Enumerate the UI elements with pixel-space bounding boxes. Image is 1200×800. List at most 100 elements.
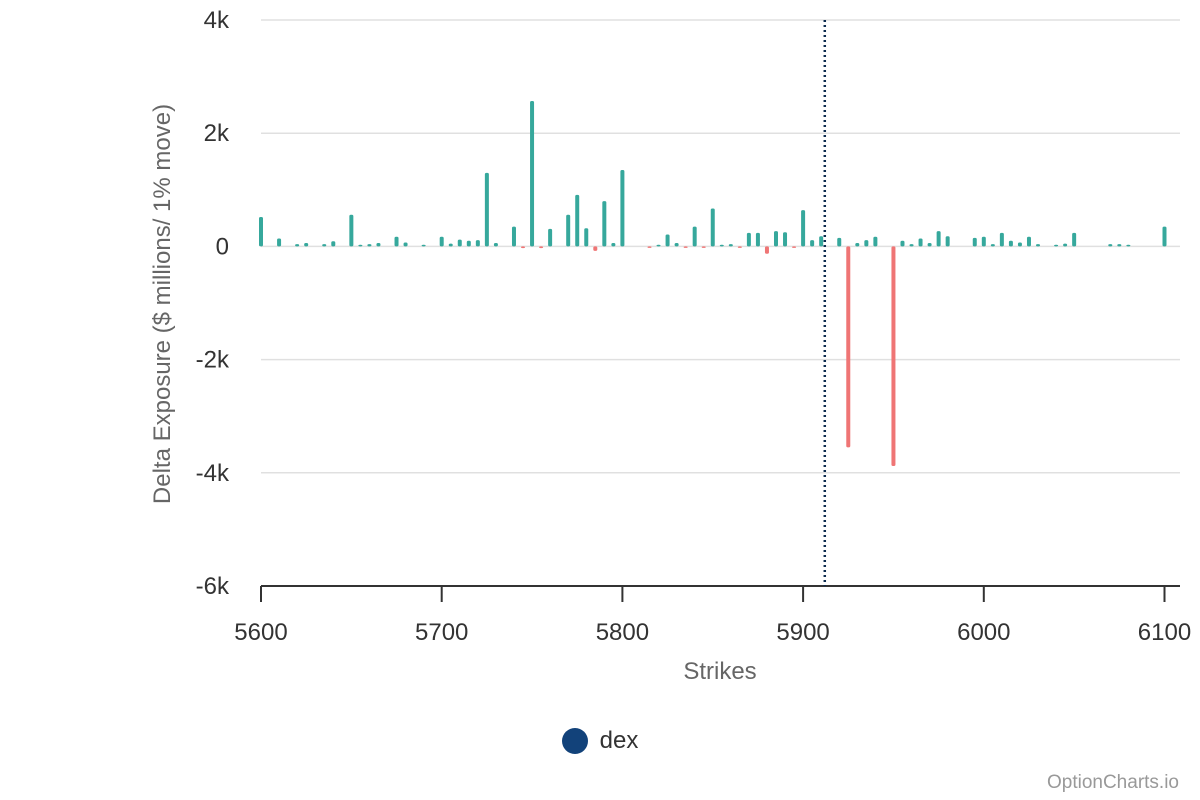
bar[interactable] bbox=[792, 246, 797, 248]
y-axis-labels: 4k 2k 0 -2k -4k -6k bbox=[196, 7, 230, 600]
bar[interactable] bbox=[1026, 236, 1031, 247]
bar[interactable] bbox=[566, 214, 571, 247]
bar[interactable] bbox=[683, 246, 688, 248]
bar[interactable] bbox=[259, 216, 263, 247]
bar[interactable] bbox=[611, 243, 616, 247]
bar[interactable] bbox=[511, 226, 516, 247]
bar[interactable] bbox=[819, 236, 824, 247]
bar[interactable] bbox=[593, 246, 598, 251]
bar[interactable] bbox=[674, 243, 679, 247]
x-tick-label: 5700 bbox=[415, 619, 468, 646]
x-tick-label: 6000 bbox=[957, 619, 1010, 646]
bar[interactable] bbox=[457, 239, 462, 247]
bar[interactable] bbox=[746, 232, 751, 247]
y-tick-label: 2k bbox=[204, 120, 230, 147]
bar[interactable] bbox=[1126, 244, 1131, 247]
bar[interactable] bbox=[701, 246, 706, 248]
bar[interactable] bbox=[358, 244, 363, 247]
credits-text[interactable]: OptionCharts.io bbox=[1046, 772, 1179, 793]
bar[interactable] bbox=[864, 240, 869, 247]
bar[interactable] bbox=[710, 208, 715, 247]
bar[interactable] bbox=[484, 172, 489, 247]
bar[interactable] bbox=[1017, 242, 1022, 247]
bar[interactable] bbox=[1108, 244, 1113, 247]
bar[interactable] bbox=[1054, 244, 1059, 247]
bar[interactable] bbox=[448, 243, 453, 247]
bar[interactable] bbox=[304, 243, 309, 247]
bar[interactable] bbox=[647, 246, 652, 248]
bar[interactable] bbox=[1063, 243, 1068, 247]
bar[interactable] bbox=[295, 244, 300, 247]
bar[interactable] bbox=[891, 246, 896, 467]
bar[interactable] bbox=[801, 210, 806, 247]
bar[interactable] bbox=[719, 244, 724, 247]
legend[interactable]: dex bbox=[0, 724, 1200, 758]
bar[interactable] bbox=[394, 236, 399, 247]
bar[interactable] bbox=[783, 232, 788, 247]
bar[interactable] bbox=[421, 244, 426, 247]
bar[interactable] bbox=[575, 194, 580, 247]
x-tick-label: 5900 bbox=[776, 619, 829, 646]
bar[interactable] bbox=[602, 201, 607, 247]
bar[interactable] bbox=[900, 240, 905, 247]
x-tick-label: 5800 bbox=[596, 619, 649, 646]
bar[interactable] bbox=[1162, 226, 1167, 247]
bar[interactable] bbox=[909, 244, 914, 247]
bar[interactable] bbox=[439, 236, 444, 247]
bar[interactable] bbox=[927, 243, 932, 247]
bar[interactable] bbox=[981, 236, 986, 247]
bar[interactable] bbox=[990, 244, 995, 247]
bar[interactable] bbox=[521, 246, 526, 249]
y-tick-label: -4k bbox=[196, 460, 230, 487]
bar[interactable] bbox=[1008, 240, 1013, 247]
bar[interactable] bbox=[475, 240, 480, 247]
x-axis bbox=[260, 585, 1180, 602]
bar[interactable] bbox=[539, 246, 544, 249]
bar[interactable] bbox=[755, 232, 760, 247]
bar[interactable] bbox=[855, 243, 860, 247]
bar[interactable] bbox=[936, 231, 941, 247]
bar[interactable] bbox=[548, 228, 553, 247]
bar[interactable] bbox=[322, 244, 327, 247]
y-tick-label: -6k bbox=[196, 573, 230, 600]
bar[interactable] bbox=[1117, 244, 1122, 247]
bar[interactable] bbox=[376, 243, 381, 247]
bar[interactable] bbox=[656, 244, 661, 247]
bars bbox=[259, 100, 1167, 467]
bar[interactable] bbox=[918, 238, 923, 247]
bar[interactable] bbox=[737, 246, 742, 248]
bar[interactable] bbox=[367, 244, 372, 247]
x-tick-label: 5600 bbox=[234, 619, 287, 646]
bar[interactable] bbox=[349, 214, 354, 247]
bar[interactable] bbox=[945, 236, 950, 247]
bar[interactable] bbox=[837, 237, 842, 247]
bar[interactable] bbox=[873, 236, 878, 247]
bar[interactable] bbox=[846, 246, 851, 448]
bar[interactable] bbox=[584, 228, 589, 247]
grid-lines bbox=[261, 19, 1180, 474]
bar[interactable] bbox=[493, 243, 498, 247]
bar[interactable] bbox=[728, 244, 733, 247]
bar[interactable] bbox=[773, 231, 778, 247]
bar[interactable] bbox=[530, 100, 535, 247]
y-tick-label: -2k bbox=[196, 347, 230, 374]
bar[interactable] bbox=[466, 240, 471, 247]
bar[interactable] bbox=[620, 169, 625, 247]
y-tick-label: 0 bbox=[216, 233, 229, 260]
y-axis-title: Delta Exposure ($ millions/ 1% move) bbox=[149, 104, 176, 504]
y-tick-label: 4k bbox=[204, 7, 230, 34]
bar[interactable] bbox=[972, 237, 977, 247]
bar[interactable] bbox=[403, 242, 408, 247]
x-axis-labels: 5600 5700 5800 5900 6000 6100 bbox=[234, 619, 1191, 646]
x-tick-label: 6100 bbox=[1138, 619, 1191, 646]
bar[interactable] bbox=[692, 226, 697, 247]
bar[interactable] bbox=[665, 234, 670, 247]
bar[interactable] bbox=[1036, 244, 1041, 247]
bar[interactable] bbox=[764, 246, 769, 254]
bar[interactable] bbox=[810, 240, 815, 247]
bar[interactable] bbox=[999, 232, 1004, 247]
bar[interactable] bbox=[331, 241, 336, 247]
bar[interactable] bbox=[277, 238, 282, 247]
bar[interactable] bbox=[1072, 232, 1077, 247]
